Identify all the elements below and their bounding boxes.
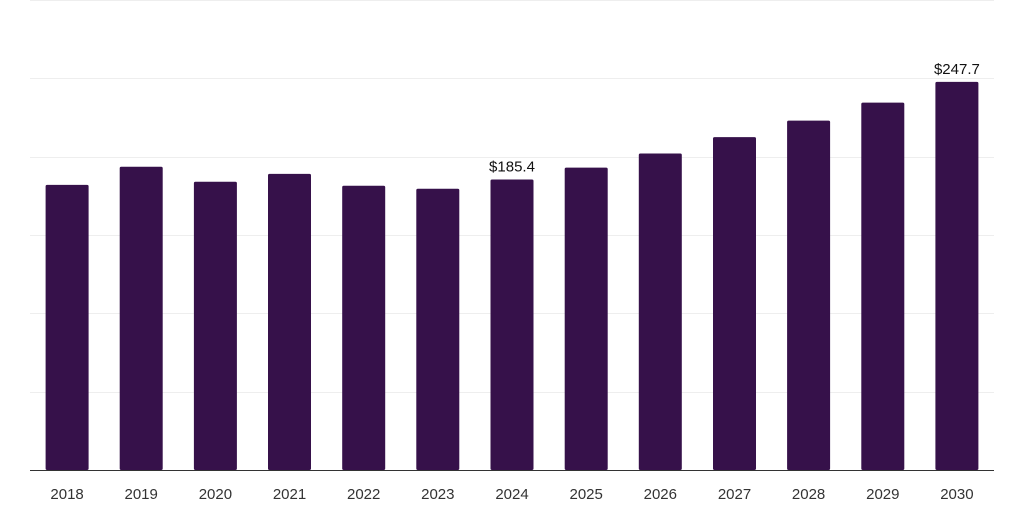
x-tick-label-2022: 2022 [347, 486, 380, 503]
bar-2026 [638, 153, 682, 470]
x-tick-label-2024: 2024 [495, 486, 528, 503]
x-tick-label-2030: 2030 [940, 486, 973, 503]
bar-2024 [490, 179, 534, 470]
bar-2030 [935, 81, 979, 471]
bar-2022 [342, 185, 386, 470]
bar-2029 [861, 102, 905, 470]
bar-2028 [787, 120, 831, 470]
data-labels: $185.4 $247.7 [489, 61, 980, 176]
bars [45, 81, 979, 471]
bar-2023 [416, 188, 460, 471]
x-tick-label-2021: 2021 [273, 486, 306, 503]
bar-2019 [119, 166, 163, 471]
x-tick-label-2025: 2025 [570, 486, 603, 503]
bar-2027 [713, 137, 756, 470]
data-label-2030: $247.7 [934, 61, 980, 78]
x-tick-label-2018: 2018 [50, 486, 83, 503]
bar-2021 [268, 173, 311, 470]
bar-2020 [193, 181, 237, 470]
x-tick-label-2028: 2028 [792, 486, 825, 503]
x-tick-label-2026: 2026 [644, 486, 677, 503]
x-tick-label-2020: 2020 [199, 486, 232, 503]
x-tick-label-2027: 2027 [718, 486, 751, 503]
data-label-2024: $185.4 [489, 159, 535, 176]
x-tick-label-2019: 2019 [125, 486, 158, 503]
bar-2025 [564, 167, 608, 470]
x-tick-label-2029: 2029 [866, 486, 899, 503]
x-axis-tick-labels: 2018 2019 2020 2021 2022 2023 2024 2025 2026 2027… [50, 486, 973, 503]
bar-2018 [45, 184, 89, 470]
x-tick-label-2023: 2023 [421, 486, 454, 503]
